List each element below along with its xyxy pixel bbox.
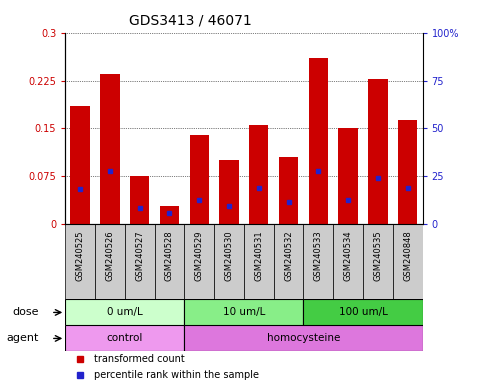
Bar	[244, 224, 274, 300]
Bar	[65, 300, 185, 325]
Bar	[219, 161, 239, 224]
Text: GSM240531: GSM240531	[255, 230, 263, 281]
Bar	[303, 224, 333, 300]
Bar	[155, 224, 185, 300]
Bar	[71, 106, 90, 224]
Text: GSM240529: GSM240529	[195, 230, 204, 281]
Text: percentile rank within the sample: percentile rank within the sample	[94, 370, 259, 380]
Bar	[279, 157, 298, 224]
Bar	[100, 74, 120, 224]
Bar	[185, 325, 423, 351]
Bar	[274, 224, 303, 300]
Text: GSM240535: GSM240535	[373, 230, 383, 281]
Bar	[303, 300, 423, 325]
Bar	[185, 224, 214, 300]
Text: GSM240528: GSM240528	[165, 230, 174, 281]
Text: GSM240848: GSM240848	[403, 230, 412, 281]
Text: GSM240534: GSM240534	[344, 230, 353, 281]
Text: 10 um/L: 10 um/L	[223, 308, 265, 318]
Text: GSM240525: GSM240525	[76, 230, 85, 281]
Text: GSM240532: GSM240532	[284, 230, 293, 281]
Bar	[125, 224, 155, 300]
Bar	[130, 176, 149, 224]
Text: homocysteine: homocysteine	[267, 333, 340, 343]
Text: transformed count: transformed count	[94, 354, 185, 364]
Bar	[249, 125, 269, 224]
Bar	[363, 224, 393, 300]
Bar	[160, 206, 179, 224]
Text: 0 um/L: 0 um/L	[107, 308, 142, 318]
Text: GSM240533: GSM240533	[314, 230, 323, 281]
Title: GDS3413 / 46071: GDS3413 / 46071	[129, 14, 252, 28]
Bar	[95, 224, 125, 300]
Bar	[65, 325, 185, 351]
Bar	[393, 224, 423, 300]
Text: dose: dose	[12, 308, 39, 318]
Bar	[368, 79, 388, 224]
Bar	[185, 300, 303, 325]
Text: agent: agent	[6, 333, 39, 343]
Bar	[214, 224, 244, 300]
Text: 100 um/L: 100 um/L	[339, 308, 387, 318]
Bar	[339, 128, 358, 224]
Text: GSM240526: GSM240526	[105, 230, 114, 281]
Text: GSM240530: GSM240530	[225, 230, 233, 281]
Text: control: control	[107, 333, 143, 343]
Bar	[333, 224, 363, 300]
Text: GSM240527: GSM240527	[135, 230, 144, 281]
Bar	[309, 58, 328, 224]
Bar	[398, 120, 417, 224]
Bar	[189, 135, 209, 224]
Bar	[65, 224, 95, 300]
